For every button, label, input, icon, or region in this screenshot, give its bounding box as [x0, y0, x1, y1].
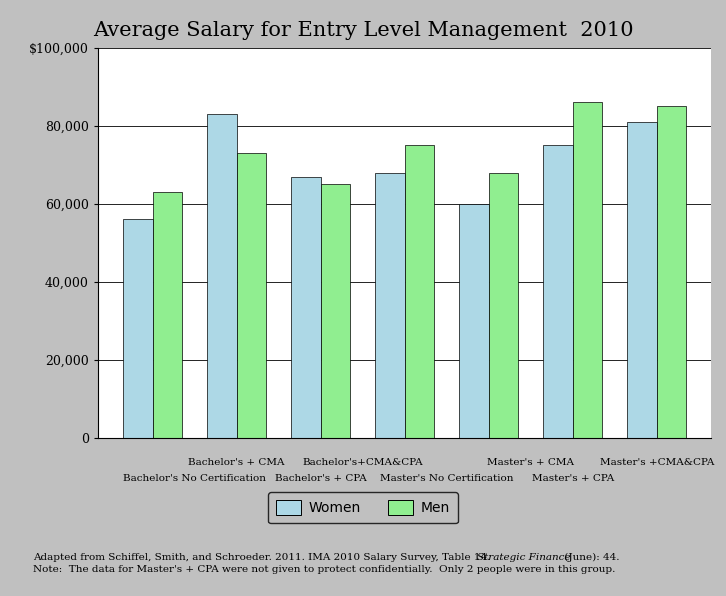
Text: Note:  The data for Master's + CPA were not given to protect confidentially.  On: Note: The data for Master's + CPA were n… — [33, 565, 615, 574]
Text: Master's +CMA&CPA: Master's +CMA&CPA — [600, 458, 714, 467]
Legend: Women, Men: Women, Men — [268, 492, 458, 523]
Text: Average Salary for Entry Level Management  2010: Average Salary for Entry Level Managemen… — [93, 21, 633, 40]
Bar — [291, 176, 321, 438]
Bar — [123, 219, 152, 438]
Bar — [207, 114, 237, 438]
Bar — [543, 145, 573, 438]
Text: Bachelor's + CPA: Bachelor's + CPA — [275, 474, 367, 483]
Text: Master's No Certification: Master's No Certification — [380, 474, 513, 483]
Bar — [489, 173, 518, 438]
Text: Master's + CMA: Master's + CMA — [487, 458, 574, 467]
Text: Strategic Finance: Strategic Finance — [477, 553, 571, 562]
Text: (June): 44.: (June): 44. — [561, 553, 620, 562]
Bar — [405, 145, 434, 438]
Text: Bachelor's + CMA: Bachelor's + CMA — [189, 458, 285, 467]
Bar — [573, 103, 603, 438]
Text: Bachelor's+CMA&CPA: Bachelor's+CMA&CPA — [303, 458, 423, 467]
Bar — [375, 173, 405, 438]
Text: Adapted from Schiffel, Smith, and Schroeder. 2011. IMA 2010 Salary Survey, Table: Adapted from Schiffel, Smith, and Schroe… — [33, 553, 497, 562]
Bar — [657, 106, 686, 438]
Bar — [321, 184, 350, 438]
Bar — [627, 122, 657, 438]
Text: Master's + CPA: Master's + CPA — [531, 474, 614, 483]
Bar — [152, 192, 182, 438]
Text: Bachelor's No Certification: Bachelor's No Certification — [123, 474, 266, 483]
Bar — [460, 204, 489, 438]
Bar — [237, 153, 266, 438]
